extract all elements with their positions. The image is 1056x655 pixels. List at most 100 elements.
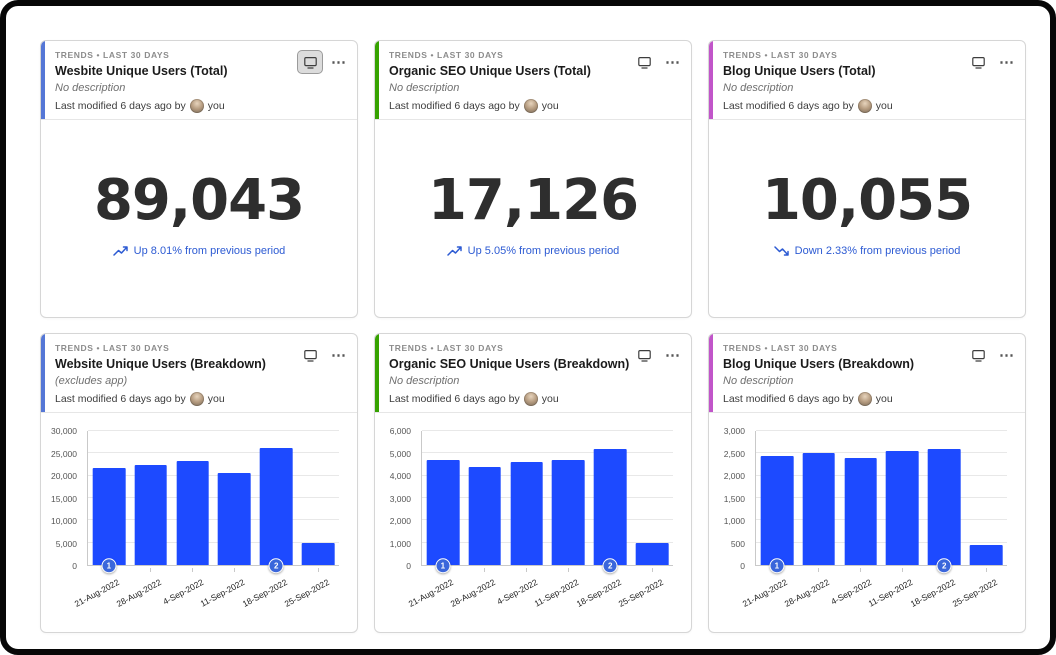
last-modified-text: Last modified 6 days ago by	[723, 393, 854, 405]
y-axis-tick-label: 3,000	[389, 493, 411, 504]
trends-tag: TRENDS • LAST 30 DAYS	[723, 343, 838, 353]
card-header: TRENDS • LAST 30 DAYS Blog Unique Users …	[709, 334, 1025, 413]
card-title[interactable]: Blog Unique Users (Breakdown)	[723, 357, 914, 371]
big-number: 89,043	[93, 167, 305, 233]
insight-card-icon[interactable]	[298, 51, 322, 73]
insight-card-icon[interactable]	[966, 344, 990, 366]
gridline	[422, 474, 673, 476]
author-name: you	[207, 100, 225, 112]
last-modified-text: Last modified 6 days ago by	[723, 100, 854, 112]
last-modified: Last modified 6 days ago by you	[723, 99, 966, 113]
y-axis-tick-label: 6,000	[389, 426, 411, 436]
trend-up-icon	[446, 245, 462, 256]
gridline	[756, 474, 1007, 476]
author-name: you	[541, 393, 559, 405]
last-modified: Last modified 6 days ago by you	[55, 392, 298, 406]
more-menu-button[interactable]: ⋯	[665, 347, 681, 364]
annotation-marker[interactable]: 1	[101, 558, 117, 574]
annotation-marker[interactable]: 1	[769, 558, 785, 574]
y-axis-tick-label: 1,000	[389, 538, 411, 549]
last-modified-text: Last modified 6 days ago by	[55, 100, 186, 112]
gridline	[88, 430, 339, 431]
card-accent-ribbon	[709, 41, 713, 119]
card-description: No description	[389, 82, 460, 94]
bar[interactable]	[760, 455, 794, 565]
insight-card: TRENDS • LAST 30 DAYS Organic SEO Unique…	[374, 333, 692, 633]
author-name: you	[875, 100, 893, 112]
y-axis-tick-label: 2,000	[389, 516, 411, 526]
more-menu-button[interactable]: ⋯	[999, 347, 1015, 364]
bar[interactable]	[468, 466, 502, 565]
insight-card: TRENDS • LAST 30 DAYS Website Unique Use…	[40, 333, 358, 633]
avatar	[857, 99, 872, 113]
card-header: TRENDS • LAST 30 DAYS Blog Unique Users …	[709, 41, 1025, 120]
card-accent-ribbon	[375, 41, 379, 119]
last-modified: Last modified 6 days ago by you	[723, 392, 966, 406]
card-header-main: TRENDS • LAST 30 DAYS Blog Unique Users …	[723, 341, 966, 406]
x-axis-label: 4-Sep-2022	[494, 577, 539, 607]
bar[interactable]	[510, 462, 543, 565]
bar[interactable]	[635, 542, 669, 565]
bar[interactable]	[593, 448, 627, 565]
card-header: TRENDS • LAST 30 DAYS Organic SEO Unique…	[375, 334, 691, 413]
card-actions: ⋯	[298, 341, 347, 406]
card-title[interactable]: Organic SEO Unique Users (Total)	[389, 64, 591, 78]
card-title[interactable]: Website Unique Users (Breakdown)	[55, 357, 266, 371]
card-title[interactable]: Blog Unique Users (Total)	[723, 64, 876, 78]
gridline	[88, 519, 339, 521]
y-axis-tick-label: 25,000	[51, 448, 77, 459]
x-axis-label: 21-Aug-2022	[740, 577, 789, 609]
bar[interactable]	[886, 451, 919, 565]
gridline	[756, 452, 1007, 454]
bar[interactable]	[218, 472, 251, 565]
bar[interactable]	[134, 464, 168, 565]
last-modified-text: Last modified 6 days ago by	[55, 393, 186, 405]
gridline	[756, 497, 1007, 498]
gridline	[756, 519, 1007, 521]
author-name: you	[875, 393, 893, 405]
bar[interactable]	[301, 543, 335, 565]
insight-card-icon[interactable]	[632, 51, 656, 73]
more-menu-button[interactable]: ⋯	[665, 54, 681, 71]
big-number: 17,126	[427, 167, 639, 233]
gridline	[422, 541, 673, 543]
x-axis: 21-Aug-2022 28-Aug-2022 4-Sep-2022 11-Sep-2…	[73, 568, 339, 630]
bar[interactable]	[969, 544, 1003, 565]
card-accent-ribbon	[709, 334, 713, 412]
bar[interactable]	[927, 448, 961, 565]
y-axis-tick-label: 0	[740, 561, 745, 571]
insight-card-icon[interactable]	[298, 344, 322, 366]
y-axis-tick-label: 0	[72, 561, 77, 571]
annotation-marker[interactable]: 1	[435, 558, 451, 574]
insight-card-icon[interactable]	[966, 51, 990, 73]
bar[interactable]	[176, 460, 209, 565]
annotation-marker[interactable]: 2	[268, 558, 284, 574]
bar[interactable]	[92, 467, 126, 565]
bar[interactable]	[552, 460, 585, 565]
x-axis-label: 11-Sep-2022	[867, 577, 915, 609]
bar[interactable]	[426, 460, 460, 565]
insight-card-icon[interactable]	[632, 344, 656, 366]
more-menu-button[interactable]: ⋯	[999, 54, 1015, 71]
more-menu-button[interactable]: ⋯	[331, 347, 347, 364]
annotation-marker[interactable]: 2	[602, 558, 618, 574]
y-axis-tick-label: 1,000	[723, 516, 745, 526]
card-accent-ribbon	[375, 334, 379, 412]
insight-card: TRENDS • LAST 30 DAYS Wesbite Unique Use…	[40, 40, 358, 318]
y-axis: 0 500 1,000 1,500 2,000 2,500 3,000	[715, 426, 751, 571]
more-menu-button[interactable]: ⋯	[331, 54, 347, 71]
x-axis-label: 4-Sep-2022	[828, 577, 873, 607]
card-title[interactable]: Organic SEO Unique Users (Breakdown)	[389, 357, 630, 371]
y-axis-tick-label: 2,000	[723, 471, 745, 481]
gridline	[422, 497, 673, 498]
bar[interactable]	[259, 447, 293, 565]
bar[interactable]	[844, 457, 877, 565]
card-header-main: TRENDS • LAST 30 DAYS Organic SEO Unique…	[389, 48, 632, 113]
card-header: TRENDS • LAST 30 DAYS Website Unique Use…	[41, 334, 357, 413]
bar[interactable]	[802, 453, 836, 565]
card-actions: ⋯	[632, 48, 681, 113]
card-title[interactable]: Wesbite Unique Users (Total)	[55, 64, 228, 78]
annotation-marker[interactable]: 2	[936, 558, 952, 574]
